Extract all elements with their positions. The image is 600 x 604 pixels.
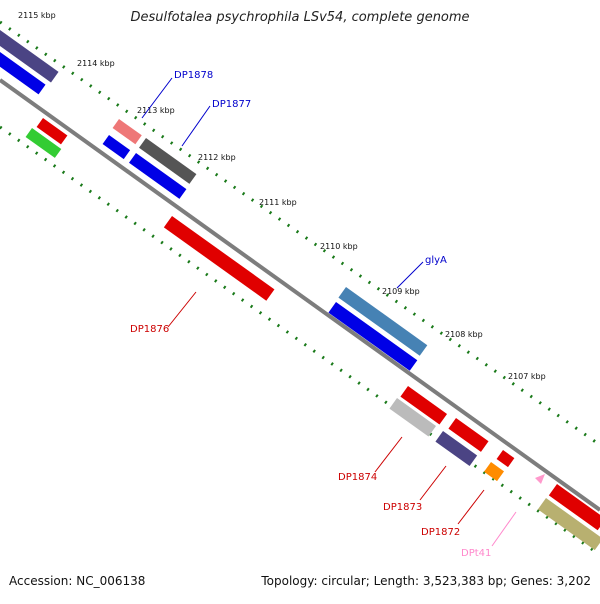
inner-tick-rail (0, 125, 600, 557)
genome-backbone (0, 78, 600, 512)
page-title: Desulfotalea psychrophila LSv54, complet… (130, 10, 470, 25)
tick-labels: 2115 kbp 2114 kbp 2113 kbp 2112 kbp 2111… (18, 11, 546, 381)
gene-bar[interactable] (548, 484, 600, 531)
gene-bar[interactable] (129, 153, 187, 199)
accession-text: Accession: NC_006138 (9, 574, 146, 588)
tick-label: 2113 kbp (137, 106, 175, 115)
gene-bar[interactable] (338, 287, 428, 356)
tick-label: 2114 kbp (77, 59, 115, 68)
gene-label-dpt41[interactable]: DPt41 (461, 548, 491, 559)
tick-label: 2111 kbp (259, 198, 297, 207)
gene-bar[interactable] (112, 118, 142, 145)
gene-bar[interactable] (139, 138, 197, 184)
tick-label: 2107 kbp (508, 372, 546, 381)
gene-label-dp1873[interactable]: DP1873 (383, 502, 422, 513)
gene-bar[interactable] (0, 24, 59, 83)
gene-label-dp1872[interactable]: DP1872 (421, 527, 460, 538)
tick-label: 2115 kbp (18, 11, 56, 20)
gene-bar[interactable] (102, 135, 131, 160)
trna-marker[interactable] (535, 474, 545, 484)
gene-bar[interactable] (435, 431, 478, 467)
gene-bar[interactable] (0, 48, 46, 95)
tick-label: 2112 kbp (198, 153, 236, 162)
gene-bar[interactable] (25, 128, 62, 158)
tick-label: 2108 kbp (445, 330, 483, 339)
gene-bar[interactable] (400, 386, 448, 425)
gene-label-dp1877[interactable]: DP1877 (212, 99, 251, 110)
tick-label: 2109 kbp (382, 287, 420, 296)
gene-label-dp1876[interactable]: DP1876 (130, 324, 169, 335)
tick-label: 2110 kbp (320, 242, 358, 251)
genome-summary-text: Topology: circular; Length: 3,523,383 bp… (261, 574, 591, 588)
gene-bar[interactable] (389, 398, 437, 437)
outer-tick-rail (0, 20, 600, 447)
gene-bar[interactable] (36, 118, 68, 145)
gene-bar[interactable] (537, 498, 600, 551)
gene-bar[interactable] (484, 462, 505, 482)
gene-bar[interactable] (163, 216, 275, 301)
gene-label-dp1878[interactable]: DP1878 (174, 70, 213, 81)
gene-features (0, 24, 600, 551)
gene-label-dp1874[interactable]: DP1874 (338, 472, 377, 483)
gene-bar[interactable] (328, 302, 418, 371)
gene-bar[interactable] (496, 450, 515, 468)
gene-bar[interactable] (448, 418, 489, 452)
leader-lines (141, 77, 517, 547)
gene-label-glya[interactable]: glyA (425, 255, 447, 266)
